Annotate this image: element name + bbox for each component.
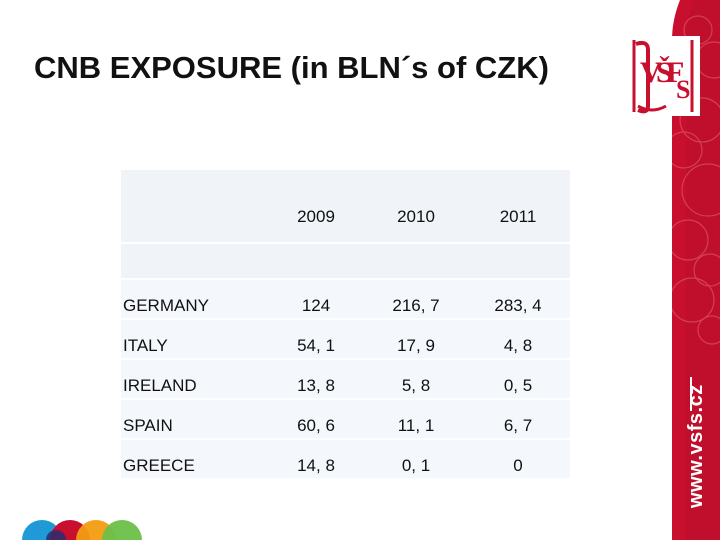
value-cell: 0 — [466, 439, 570, 480]
value-cell: 4, 8 — [466, 319, 570, 360]
svg-text:S: S — [676, 75, 690, 104]
table-header-cell — [121, 170, 266, 244]
value-cell: 5, 8 — [366, 359, 466, 400]
value-cell: 6, 7 — [466, 399, 570, 440]
decorative-side-band — [672, 0, 720, 540]
table-row: GREECE 14, 8 0, 1 0 — [121, 439, 570, 480]
svg-text:Š: Š — [656, 56, 673, 89]
exposure-table: 2009 2010 2011 GERMANY 124 216, 7 283, 4… — [121, 170, 570, 480]
value-cell: 124 — [266, 279, 366, 320]
svg-text:F: F — [666, 56, 684, 89]
table-spacer-row — [121, 243, 570, 280]
table-row: ITALY 54, 1 17, 9 4, 8 — [121, 319, 570, 360]
website-url-container: www.vsfs.cz — [683, 370, 717, 510]
table-header-cell: 2010 — [366, 170, 466, 244]
value-cell: 17, 9 — [366, 319, 466, 360]
table-header-cell: 2009 — [266, 170, 366, 244]
country-cell: GREECE — [121, 439, 266, 480]
value-cell: 0, 5 — [466, 359, 570, 400]
country-cell: GERMANY — [121, 279, 266, 320]
table-row: SPAIN 60, 6 11, 1 6, 7 — [121, 399, 570, 440]
country-cell: ITALY — [121, 319, 266, 360]
value-cell: 14, 8 — [266, 439, 366, 480]
table-header-cell: 2011 — [466, 170, 570, 244]
value-cell: 54, 1 — [266, 319, 366, 360]
website-url[interactable]: www.vsfs.cz — [685, 384, 707, 508]
country-cell: SPAIN — [121, 399, 266, 440]
value-cell: 11, 1 — [366, 399, 466, 440]
value-cell: 216, 7 — [366, 279, 466, 320]
value-cell: 13, 8 — [266, 359, 366, 400]
slide-title: CNB EXPOSURE (in BLN´s of CZK) — [34, 50, 549, 85]
svg-text:V: V — [640, 56, 662, 89]
vsfs-logo-icon: V Š F S — [626, 36, 700, 116]
value-cell: 283, 4 — [466, 279, 570, 320]
table-row: IRELAND 13, 8 5, 8 0, 5 — [121, 359, 570, 400]
table-header-row: 2009 2010 2011 — [121, 170, 570, 244]
url-divider — [690, 377, 692, 411]
decorative-circles — [22, 520, 142, 540]
table-row: GERMANY 124 216, 7 283, 4 — [121, 279, 570, 320]
value-cell: 60, 6 — [266, 399, 366, 440]
value-cell: 0, 1 — [366, 439, 466, 480]
country-cell: IRELAND — [121, 359, 266, 400]
